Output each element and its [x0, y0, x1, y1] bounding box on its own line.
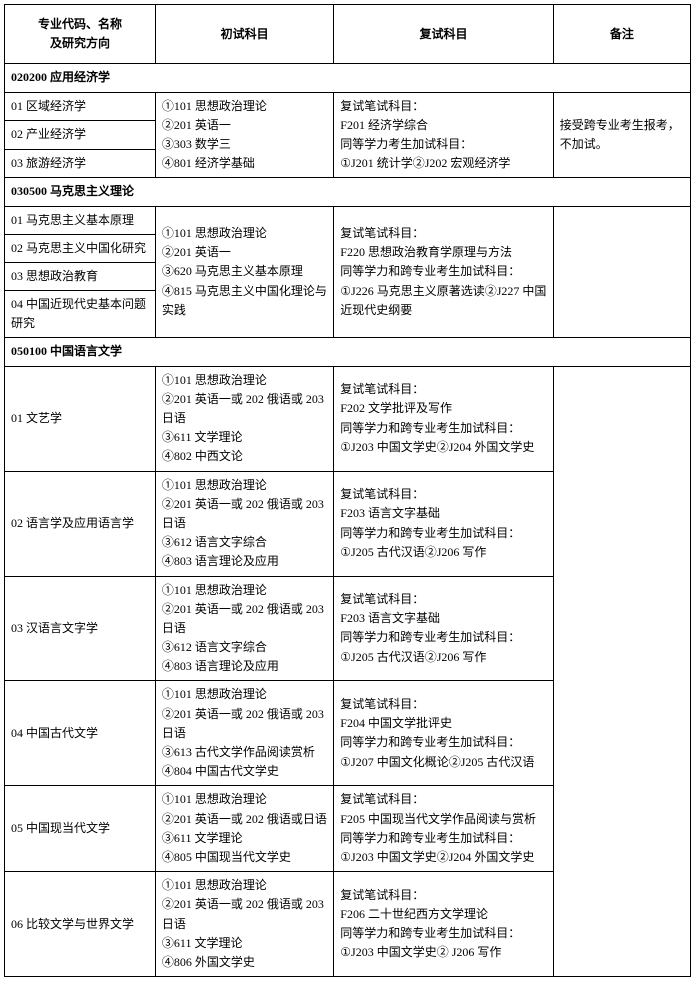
- section-header-row: 030500 马克思主义理论: [5, 178, 691, 206]
- cell-code: 03 汉语言文字学: [5, 576, 156, 681]
- cell-code: 02 马克思主义中国化研究: [5, 234, 156, 262]
- cell-code: 01 文艺学: [5, 366, 156, 471]
- cell-retest: 复试笔试科目： F201 经济学综合 同等学力考生加试科目： ①J201 统计学…: [334, 92, 554, 178]
- table-row: 01 区域经济学①101 思想政治理论 ②201 英语一 ③303 数学三 ④8…: [5, 92, 691, 121]
- cell-remark: [553, 206, 690, 338]
- header-retest: 复试科目: [334, 5, 554, 64]
- cell-prelim: ①101 思想政治理论 ②201 英语一或 202 俄语或 203 日语 ③61…: [155, 681, 333, 786]
- cell-code: 02 产业经济学: [5, 121, 156, 150]
- cell-code: 01 区域经济学: [5, 92, 156, 121]
- cell-prelim: ①101 思想政治理论 ②201 英语一 ③303 数学三 ④801 经济学基础: [155, 92, 333, 178]
- cell-prelim: ①101 思想政治理论 ②201 英语一或 202 俄语或 203 日语 ③61…: [155, 366, 333, 471]
- cell-prelim: ①101 思想政治理论 ②201 英语一或 202 俄语或 203 日语 ③61…: [155, 471, 333, 576]
- cell-retest: 复试笔试科目： F205 中国现当代文学作品阅读与赏析 同等学力和跨专业考生加试…: [334, 786, 554, 872]
- section-title: 020200 应用经济学: [5, 64, 691, 92]
- cell-code: 06 比较文学与世界文学: [5, 872, 156, 977]
- cell-prelim: ①101 思想政治理论 ②201 英语一或 202 俄语或 203 日语 ③61…: [155, 872, 333, 977]
- cell-code: 04 中国近现代史基本问题研究: [5, 291, 156, 338]
- cell-code: 03 旅游经济学: [5, 149, 156, 178]
- cell-prelim: ①101 思想政治理论 ②201 英语一或 202 俄语或 203 日语 ③61…: [155, 576, 333, 681]
- cell-retest: 复试笔试科目： F220 思想政治教育学原理与方法 同等学力和跨专业考生加试科目…: [334, 206, 554, 338]
- section-title: 050100 中国语言文学: [5, 338, 691, 366]
- table-body: 020200 应用经济学01 区域经济学①101 思想政治理论 ②201 英语一…: [5, 64, 691, 977]
- header-remark: 备注: [553, 5, 690, 64]
- cell-remark: 接受跨专业考生报考，不加试。: [553, 92, 690, 178]
- table-row: 01 马克思主义基本原理①101 思想政治理论 ②201 英语一 ③620 马克…: [5, 206, 691, 234]
- table-row: 01 文艺学①101 思想政治理论 ②201 英语一或 202 俄语或 203 …: [5, 366, 691, 471]
- section-title: 030500 马克思主义理论: [5, 178, 691, 206]
- cell-code: 04 中国古代文学: [5, 681, 156, 786]
- cell-code: 05 中国现当代文学: [5, 786, 156, 872]
- cell-retest: 复试笔试科目： F203 语言文字基础 同等学力和跨专业考生加试科目： ①J20…: [334, 576, 554, 681]
- cell-code: 03 思想政治教育: [5, 262, 156, 290]
- cell-code: 02 语言学及应用语言学: [5, 471, 156, 576]
- header-prelim: 初试科目: [155, 5, 333, 64]
- cell-retest: 复试笔试科目： F203 语言文字基础 同等学力和跨专业考生加试科目： ①J20…: [334, 471, 554, 576]
- cell-prelim: ①101 思想政治理论 ②201 英语一 ③620 马克思主义基本原理 ④815…: [155, 206, 333, 338]
- section-header-row: 020200 应用经济学: [5, 64, 691, 92]
- cell-retest: 复试笔试科目： F204 中国文学批评史 同等学力和跨专业考生加试科目： ①J2…: [334, 681, 554, 786]
- section-header-row: 050100 中国语言文学: [5, 338, 691, 366]
- cell-code: 01 马克思主义基本原理: [5, 206, 156, 234]
- cell-retest: 复试笔试科目： F206 二十世纪西方文学理论 同等学力和跨专业考生加试科目： …: [334, 872, 554, 977]
- cell-retest: 复试笔试科目： F202 文学批评及写作 同等学力和跨专业考生加试科目： ①J2…: [334, 366, 554, 471]
- cell-prelim: ①101 思想政治理论 ②201 英语一或 202 俄语或日语 ③611 文学理…: [155, 786, 333, 872]
- header-row: 专业代码、名称 及研究方向 初试科目 复试科目 备注: [5, 5, 691, 64]
- catalog-table: 专业代码、名称 及研究方向 初试科目 复试科目 备注 020200 应用经济学0…: [4, 4, 691, 977]
- cell-remark: [553, 366, 690, 976]
- header-code: 专业代码、名称 及研究方向: [5, 5, 156, 64]
